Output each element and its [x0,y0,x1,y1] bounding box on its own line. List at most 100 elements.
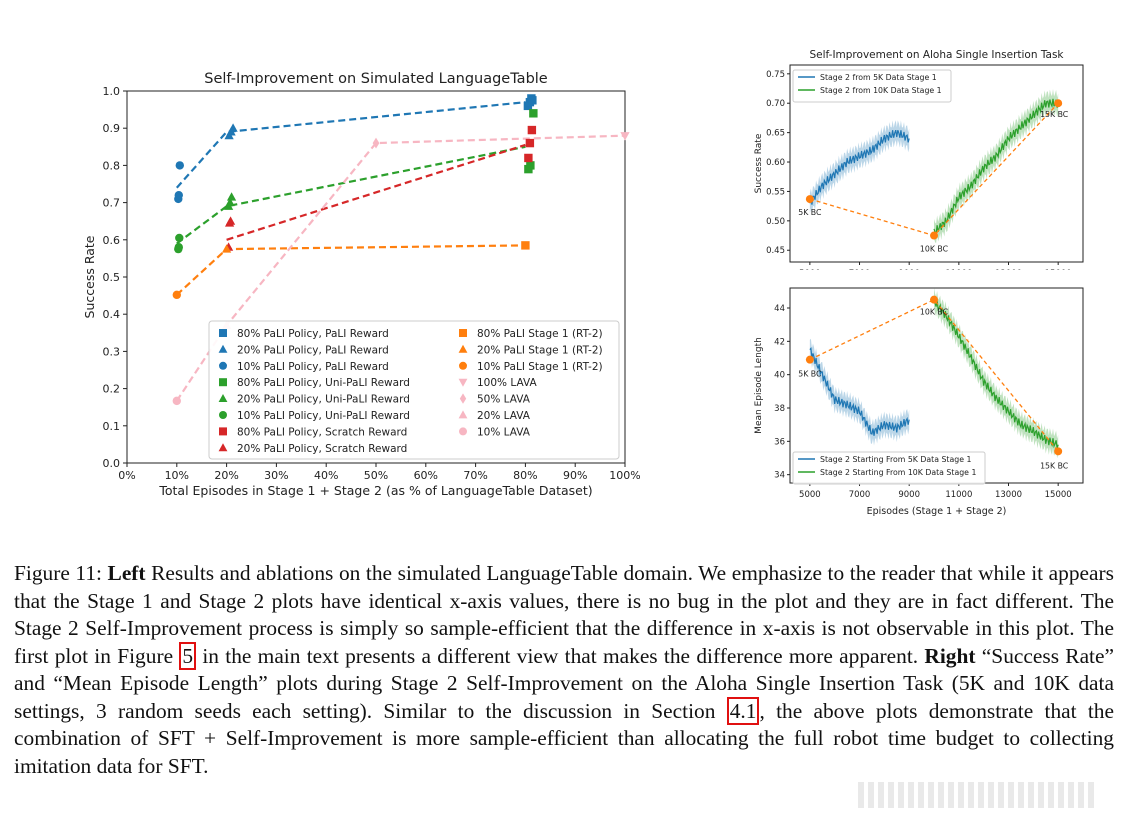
trend-line [176,145,526,245]
legend-label: 80% PaLI Policy, Uni-PaLI Reward [237,377,410,389]
x-tick-label: 90% [563,469,587,482]
data-point [174,190,183,200]
caption-text-4: , the above plots demonstrate that the c… [14,698,1114,778]
series-line [933,98,1059,235]
data-point [172,290,181,300]
data-point [221,244,232,253]
chart-title: Self-Improvement on Aloha Single Inserti… [809,49,1064,61]
x-axis-label: Episodes (Stage 1 + Stage 2) [867,506,1007,517]
x-tick-label: 5000 [799,269,821,270]
confidence-band [934,287,1059,459]
baseline-label: 15K BC [1040,110,1069,119]
legend-box [792,451,986,485]
baseline-label: 5K BC [798,208,822,217]
data-point [527,125,537,135]
legend-label: 100% LAVA [477,377,537,389]
x-tick-label: 20% [214,469,238,482]
series-line [933,297,1059,449]
figure-label: Figure 11: [14,561,102,585]
legend-box [208,320,620,460]
legend-marker [219,361,227,370]
y-tick-label: 0.9 [103,122,121,135]
legend-label: 10% PaLI Policy, Uni-PaLI Reward [237,410,410,422]
y-tick-label: 0.8 [103,159,121,172]
baseline-label: 10K BC [920,308,949,317]
legend-marker [218,394,228,402]
chart-title: Self-Improvement on Simulated LanguageTa… [204,71,548,87]
data-point [620,132,630,141]
y-tick-label: 42 [774,337,785,347]
data-point [226,192,237,201]
legend-marker [219,378,227,387]
y-tick-label: 0.75 [766,70,785,80]
legend-marker [219,411,227,419]
data-point [372,137,380,149]
section-reference-link[interactable]: 4.1 [726,696,760,725]
legend-label: 20% PaLI Policy, Uni-PaLI Reward [237,394,410,406]
legend-label: Stage 2 from 5K Data Stage 1 [820,73,937,82]
x-tick-label: 100% [609,469,640,482]
series-line [809,347,910,436]
y-axis-label: Success Rate [82,235,97,318]
baseline-point [1054,447,1063,456]
y-axis-label: Success Rate [754,133,764,193]
legend-marker [219,427,227,436]
figure-caption: Figure 11: Left Results and ablations on… [14,560,1114,780]
data-point [175,233,184,243]
x-tick-label: 9000 [898,490,920,500]
legend-marker [219,329,227,337]
legend-marker [218,344,228,353]
y-tick-label: 44 [774,304,785,314]
legend-label: Stage 2 Starting From 5K Data Stage 1 [820,455,971,464]
figure-reference-link[interactable]: 5 [179,641,197,670]
y-tick-label: 0.5 [103,271,121,284]
legend-label: Stage 2 Starting From 10K Data Stage 1 [820,468,976,477]
y-tick-label: 0.45 [766,246,785,256]
right-top-chart: Self-Improvement on Aloha Single Inserti… [754,49,1084,270]
legend-label: Stage 2 from 10K Data Stage 1 [820,86,942,95]
y-tick-label: 0.7 [103,197,121,210]
y-tick-label: 0.4 [103,308,121,321]
y-tick-label: 38 [774,404,785,414]
caption-right-label: Right [924,643,976,668]
legend-marker [459,393,467,404]
legend-marker [218,443,228,452]
legend-label: 20% PaLI Policy, Scratch Reward [237,443,407,455]
trend-line [175,101,526,189]
x-tick-label: 11000 [945,490,972,500]
data-point [529,109,538,118]
x-tick-label: 15000 [1045,269,1072,270]
y-tick-label: 36 [774,437,785,447]
trend-line [226,143,526,241]
x-tick-label: 30% [264,469,288,482]
baseline-point [1054,99,1063,108]
x-tick-label: 5000 [799,490,821,500]
y-tick-label: 0.60 [766,158,785,168]
legend-label: 10% PaLI Stage 1 (RT-2) [477,361,603,373]
y-tick-label: 0.3 [103,345,121,358]
legend-marker [459,427,467,436]
legend-label: 80% PaLI Stage 1 (RT-2) [477,328,603,340]
left-chart: Self-Improvement on Simulated LanguageTa… [82,71,640,498]
y-tick-label: 34 [774,471,785,481]
data-point [174,243,183,252]
x-tick-label: 50% [364,469,388,482]
x-tick-label: 0% [118,469,135,482]
confidence-band [934,88,1059,244]
legend-label: 50% LAVA [477,394,531,406]
x-tick-label: 80% [513,469,537,482]
caption-left-label: Left [107,561,146,585]
x-tick-label: 13000 [995,269,1022,270]
x-tick-label: 10% [165,469,189,482]
legend-label: 20% PaLI Stage 1 (RT-2) [477,344,603,356]
right-bottom-chart: Episodes (Stage 1 + Stage 2) Mean Episode… [754,287,1084,517]
x-tick-label: 7000 [849,490,871,500]
baseline-label: 15K BC [1040,461,1069,470]
x-tick-label: 40% [314,469,338,482]
baseline-point [805,355,814,364]
y-axis-label: Mean Episode Length [754,337,764,434]
x-tick-label: 15000 [1045,490,1072,500]
data-point [225,216,236,225]
data-point [525,138,535,148]
caption-text-2: in the main text presents a different vi… [196,643,925,668]
